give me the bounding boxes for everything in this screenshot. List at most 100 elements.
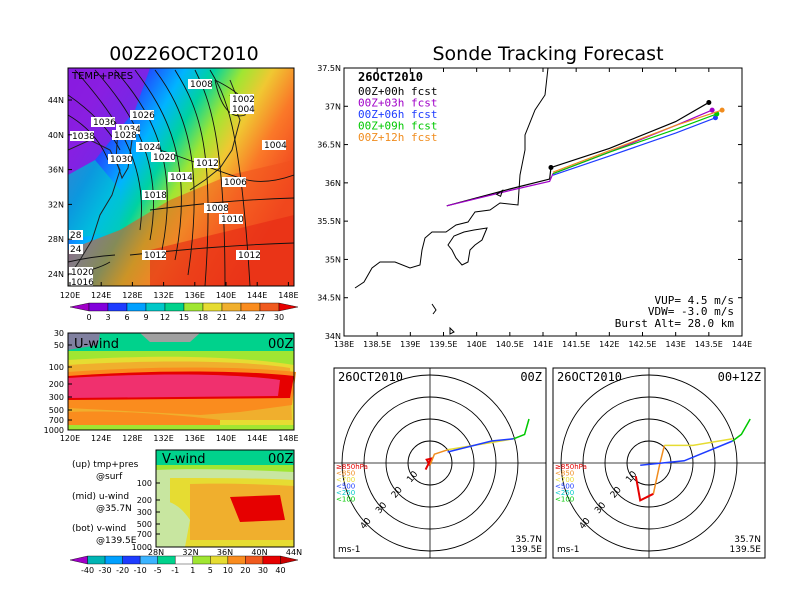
lat-tick-label: 24N [48,270,64,279]
y-tick-label: 200 [49,380,64,389]
colorbar-swatch [122,555,141,565]
colorbar-label: 21 [217,313,227,322]
lon-tick-label: 142.5E [629,340,657,349]
lon-tick-label: 128E [122,291,142,300]
hodograph-trace [664,438,733,447]
lon-tick-label: 120E [60,291,80,300]
hodograph-trace [513,418,530,440]
note-line: @139.5E [96,536,137,546]
colorbar-swatch [259,302,280,312]
main-title: Sonde Tracking Forecast [432,43,663,65]
colorbar-swatch [104,555,123,565]
colorbar-label: 3 [105,313,110,322]
x-tick-label: 120E [60,434,80,443]
colorbar-swatch [245,555,264,565]
x-tick-label: 128E [122,434,142,443]
colorbar-label: 24 [236,313,246,322]
colorbar-swatch [202,302,223,312]
lon-tick-label: 141E [533,340,553,349]
y-tick-label: 1000 [44,426,64,435]
colorbar-swatch [262,555,281,565]
lon-tick-label: 138.5E [363,340,391,349]
track-lat-axis: 37.5N 37N 36.5N 36N 35.5N 35N 34.5N 34N [317,64,742,341]
colorbar-label: -40 [81,566,94,575]
colorbar-swatch [240,302,261,312]
level-legend: ≥850hPa [555,463,587,471]
isobar-label: 1012 [196,159,219,169]
colorbar-swatch [183,302,204,312]
lat-tick-label: 35N [325,255,341,264]
track-line [552,117,716,176]
colorbar-label: 9 [143,313,148,322]
isobar-label: 1008 [190,80,213,90]
isobar-label: 1002 [232,95,255,105]
y-tick-label: 300 [137,508,152,517]
isobar-label: 1024 [138,143,161,153]
x-tick-label: 124E [91,434,111,443]
colorbar-label: -30 [99,566,112,575]
location-lon: 139.5E [730,545,762,555]
colorbar-swatch [280,555,299,565]
y-tick-label: 700 [49,416,64,425]
isobar-label: 1012 [144,251,167,261]
location-lon: 139.5E [511,545,543,555]
x-tick-label: 132E [153,434,173,443]
sonde-tracks [446,99,725,207]
colorbar-label: 18 [198,313,208,322]
colorbar-swatch [145,302,166,312]
v-wind-x-axis: 28N 32N 36N 40N 44N [148,548,302,557]
legend-entry: 00Z+12h fcst [358,131,437,144]
colorbar-label: 20 [240,566,250,575]
lon-tick-label: 136E [185,291,205,300]
colorbar-label: 15 [179,313,189,322]
ascent-arrow [495,189,504,198]
u-wind-time: 00Z [268,337,294,352]
lat-tick-label: 34N [325,332,341,341]
param-line: VDW= -3.0 m/s [648,305,734,318]
colorbar-swatch [164,302,185,312]
lat-tick-label: 44N [48,96,64,105]
note-line: @surf [96,472,123,482]
colorbar-label: 5 [208,566,213,575]
colorbar-swatch [139,555,158,565]
u-wind-x-axis: 120E 124E 128E 132E 136E 140E 144E 148E [60,434,299,443]
x-tick-label: 44N [286,548,302,557]
colorbar-swatch [87,555,106,565]
x-tick-label: 32N [182,548,198,557]
landing-point [706,99,712,105]
isobar-label: 1008 [206,204,229,214]
panel-notes: (up) tmp+pres @surf (mid) u-wind @35.7N … [72,460,139,546]
hodograph-trace [640,440,733,466]
y-tick-label: 1000 [132,543,152,552]
lon-tick-label: 124E [91,291,111,300]
isobar-label: 1036 [93,118,116,128]
lat-axis: 44N 40N 36N 32N 28N 24N [48,96,72,279]
map-label: TEMP+PRES [71,71,133,82]
lat-tick-label: 37N [325,102,341,111]
colorbar-swatch [192,555,211,565]
burst-point [548,165,554,171]
lat-tick-label: 36N [325,179,341,188]
lon-tick-label: 144E [247,291,267,300]
lon-tick-label: 142E [599,340,619,349]
y-tick-label: 100 [49,363,64,372]
legend-entry: 00Z+06h fcst [358,108,437,121]
hodograph-trace [429,449,448,466]
level-legend: <700 [336,476,355,484]
lat-tick-label: 36.5N [317,141,341,150]
lon-tick-label: 132E [153,291,173,300]
colorbar-label: -20 [116,566,129,575]
legend-entry: 00Z+00h fcst [358,85,437,98]
lon-tick-label: 140E [467,340,487,349]
colorbar-swatch [69,302,90,312]
hodograph-trace [634,476,654,502]
colorbar-swatch [221,302,242,312]
isobar-label: 1016 [71,278,94,288]
lon-tick-label: 139.5E [430,340,458,349]
colorbar-swatch [88,302,109,312]
lat-tick-label: 40N [48,131,64,140]
landing-point [712,115,718,121]
isobar-label: 1028 [114,131,137,141]
